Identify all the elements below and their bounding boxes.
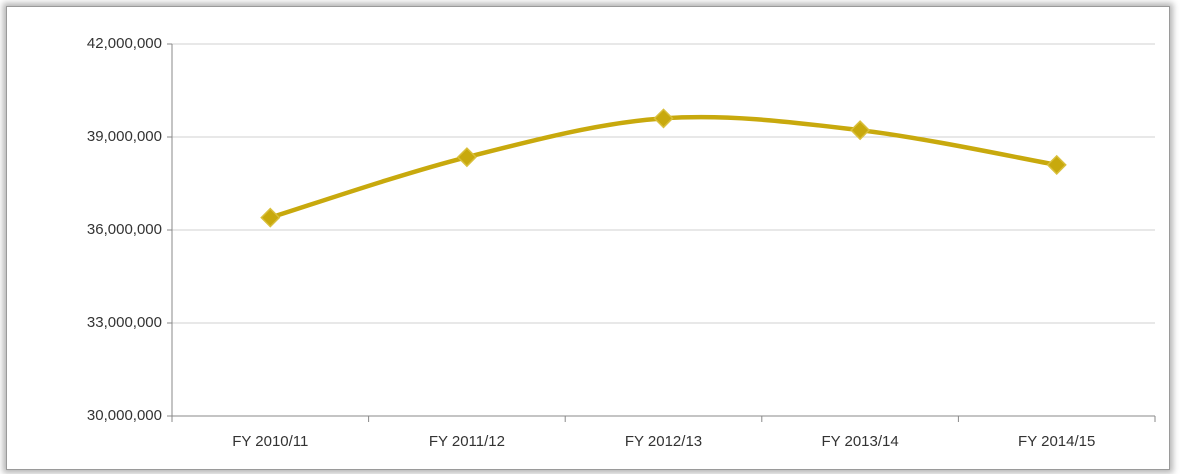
y-tick-label: 36,000,000 [87,221,162,238]
x-tick-label: FY 2013/14 [821,433,898,450]
y-tick-label: 33,000,000 [87,314,162,331]
series-line [269,114,1058,220]
y-tick-label: 42,000,000 [87,35,162,52]
point-marker [456,147,477,168]
point-marker [850,120,871,141]
x-tick-label: FY 2012/13 [625,433,702,450]
y-tick-label: 30,000,000 [87,407,162,424]
chart-frame [6,6,1170,470]
point-marker [653,108,674,129]
x-tick-label: FY 2010/11 [232,433,308,450]
point-marker [1046,154,1067,175]
x-tick-label: FY 2014/15 [1018,433,1095,450]
point-marker [260,207,281,228]
y-tick-label: 39,000,000 [87,128,162,145]
x-tick-label: FY 2011/12 [429,433,505,450]
